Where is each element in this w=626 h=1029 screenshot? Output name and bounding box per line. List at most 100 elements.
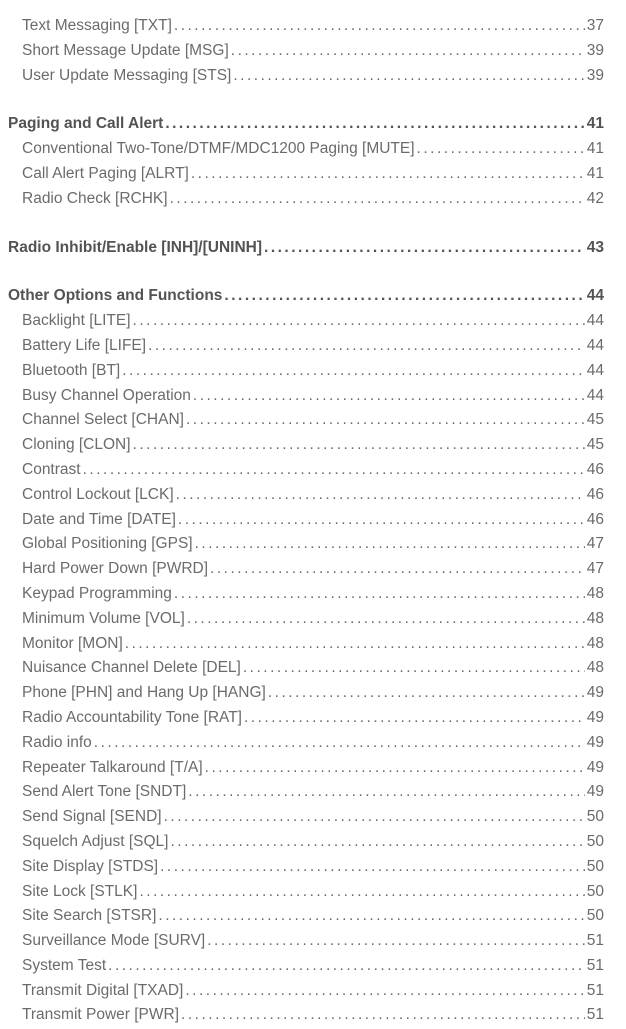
toc-leader-dots: ........................................… <box>164 805 585 830</box>
toc-leader-dots: ........................................… <box>207 929 585 954</box>
toc-page-number: 50 <box>587 880 604 905</box>
toc-page-number: 49 <box>587 681 604 706</box>
toc-label: Send Alert Tone [SNDT] <box>22 780 186 805</box>
toc-leader-dots: ........................................… <box>195 532 585 557</box>
toc-page-number: 46 <box>587 458 604 483</box>
toc-item: Contrast................................… <box>8 458 604 483</box>
toc-item: Repeater Talkaround [T/A] ..............… <box>8 756 604 781</box>
toc-item: Busy Channel Operation..................… <box>8 384 604 409</box>
section-gap <box>8 212 604 236</box>
toc-leader-dots: ........................................… <box>231 39 585 64</box>
toc-page-number: 46 <box>587 483 604 508</box>
toc-page-number: 49 <box>587 731 604 756</box>
toc-label: Transmit Digital [TXAD] <box>22 979 183 1004</box>
toc-leader-dots: ........................................… <box>205 756 585 781</box>
toc-leader-dots: ........................................… <box>133 433 585 458</box>
toc-label: Phone [PHN] and Hang Up [HANG] <box>22 681 266 706</box>
toc-item: System Test.............................… <box>8 954 604 979</box>
toc-heading: Radio Inhibit/Enable [INH]/[UNINH]......… <box>8 236 604 261</box>
toc-page-number: 44 <box>587 284 604 309</box>
toc-page-number: 48 <box>587 607 604 632</box>
toc-item: Bluetooth [BT] .........................… <box>8 359 604 384</box>
toc-leader-dots: ........................................… <box>148 334 585 359</box>
toc-item: Nuisance Channel Delete [DEL] ..........… <box>8 656 604 681</box>
toc-page-number: 51 <box>587 929 604 954</box>
toc-leader-dots: ........................................… <box>125 632 585 657</box>
toc-page-number: 50 <box>587 830 604 855</box>
toc-item: Cloning [CLON]..........................… <box>8 433 604 458</box>
toc-item: Transmit Power [PWR]....................… <box>8 1003 604 1028</box>
toc-label: Bluetooth [BT] <box>22 359 120 384</box>
toc-leader-dots: ........................................… <box>108 954 585 979</box>
toc-leader-dots: ........................................… <box>243 656 585 681</box>
toc-label: Control Lockout [LCK] <box>22 483 174 508</box>
toc-item: Text Messaging [TXT]....................… <box>8 14 604 39</box>
toc-item: Backlight [LITE]........................… <box>8 309 604 334</box>
toc-label: Site Lock [STLK] <box>22 880 137 905</box>
toc-label: Radio Check [RCHK] <box>22 187 168 212</box>
toc-label: Call Alert Paging [ALRT] <box>22 162 189 187</box>
toc-leader-dots: ........................................… <box>244 706 585 731</box>
toc-leader-dots: ........................................… <box>268 681 585 706</box>
toc-label: Paging and Call Alert <box>8 112 163 137</box>
toc-item: Squelch Adjust [SQL]....................… <box>8 830 604 855</box>
toc-leader-dots: ........................................… <box>181 1003 585 1028</box>
toc-label: Radio Accountability Tone [RAT] <box>22 706 242 731</box>
toc-leader-dots: ........................................… <box>233 64 584 89</box>
toc-page-number: 45 <box>587 408 604 433</box>
toc-item: Site Lock [STLK] .......................… <box>8 880 604 905</box>
toc-label: Contrast <box>22 458 81 483</box>
toc-page-number: 44 <box>587 309 604 334</box>
toc-page-number: 47 <box>587 532 604 557</box>
toc-item: Monitor [MON]...........................… <box>8 632 604 657</box>
toc-page-number: 50 <box>587 904 604 929</box>
toc-item: Radio Accountability Tone [RAT] ........… <box>8 706 604 731</box>
toc-page-number: 46 <box>587 508 604 533</box>
toc-label: Busy Channel Operation <box>22 384 191 409</box>
toc-label: Conventional Two-Tone/DTMF/MDC1200 Pagin… <box>22 137 415 162</box>
toc-label: Surveillance Mode [SURV] <box>22 929 205 954</box>
toc-leader-dots: ........................................… <box>186 408 585 433</box>
toc-page-number: 41 <box>587 112 604 137</box>
toc-heading: Other Options and Functions ............… <box>8 284 604 309</box>
toc-leader-dots: ........................................… <box>94 731 585 756</box>
toc-item: Call Alert Paging [ALRT] ...............… <box>8 162 604 187</box>
toc-label: Site Display [STDS] <box>22 855 158 880</box>
toc-label: Text Messaging [TXT] <box>22 14 172 39</box>
toc-item: Radio Check [RCHK] .....................… <box>8 187 604 212</box>
toc-item: Global Positioning [GPS]................… <box>8 532 604 557</box>
toc-item: Channel Select [CHAN] ..................… <box>8 408 604 433</box>
toc-leader-dots: ........................................… <box>158 904 584 929</box>
toc-page-number: 50 <box>587 805 604 830</box>
toc-item: Transmit Digital [TXAD] ................… <box>8 979 604 1004</box>
toc-page-number: 44 <box>587 359 604 384</box>
toc-label: Global Positioning [GPS] <box>22 532 193 557</box>
toc-page-number: 48 <box>587 582 604 607</box>
toc-leader-dots: ........................................… <box>170 830 584 855</box>
toc-item: User Update Messaging [STS].............… <box>8 64 604 89</box>
toc-label: Monitor [MON] <box>22 632 123 657</box>
toc-page-number: 42 <box>587 187 604 212</box>
toc-label: Radio Inhibit/Enable [INH]/[UNINH] <box>8 236 262 261</box>
toc-leader-dots: ........................................… <box>264 236 585 261</box>
toc-leader-dots: ........................................… <box>165 112 584 137</box>
toc-item: Surveillance Mode [SURV] ...............… <box>8 929 604 954</box>
toc-leader-dots: ........................................… <box>139 880 584 905</box>
toc-leader-dots: ........................................… <box>122 359 585 384</box>
toc-label: Battery Life [LIFE] <box>22 334 146 359</box>
toc-leader-dots: ........................................… <box>178 508 585 533</box>
toc-page-number: 43 <box>587 236 604 261</box>
toc-label: Nuisance Channel Delete [DEL] <box>22 656 241 681</box>
toc-item: Battery Life [LIFE] ....................… <box>8 334 604 359</box>
toc-page-number: 41 <box>587 137 604 162</box>
toc-leader-dots: ........................................… <box>83 458 585 483</box>
toc-label: Cloning [CLON] <box>22 433 131 458</box>
toc-label: Short Message Update [MSG] <box>22 39 229 64</box>
toc-label: Repeater Talkaround [T/A] <box>22 756 203 781</box>
toc-leader-dots: ........................................… <box>133 309 585 334</box>
toc-heading: Paging and Call Alert ..................… <box>8 112 604 137</box>
toc-item: Short Message Update [MSG]..............… <box>8 39 604 64</box>
section-gap <box>8 260 604 284</box>
toc-page-number: 37 <box>587 14 604 39</box>
toc-page-number: 49 <box>587 706 604 731</box>
